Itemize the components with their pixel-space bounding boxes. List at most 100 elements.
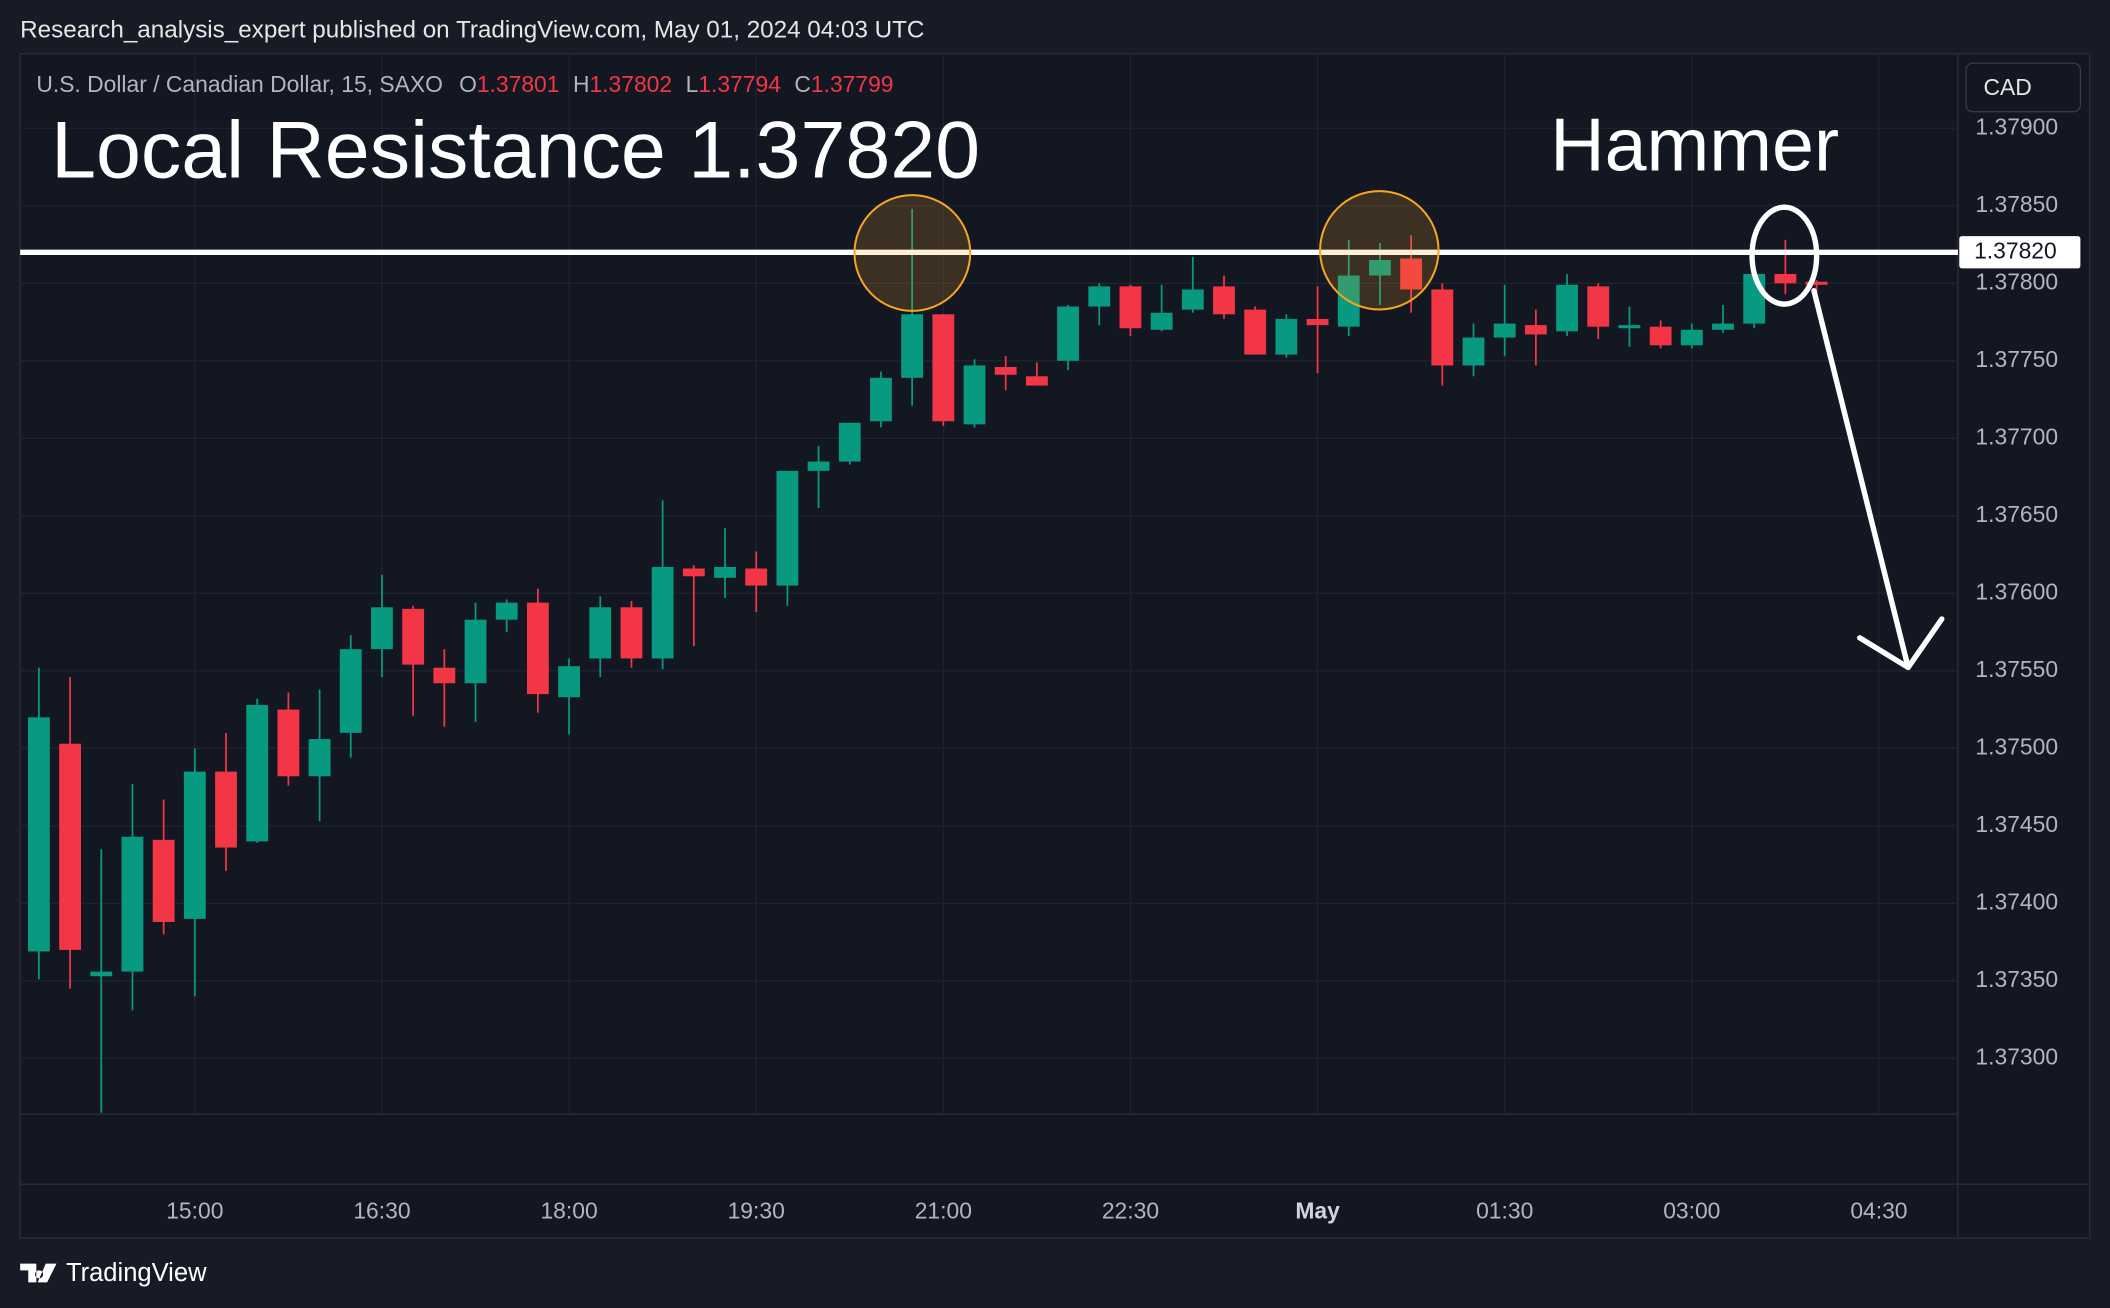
candle-body (183, 771, 206, 919)
symbol: U.S. Dollar / Canadian Dollar, 15, SAXO (36, 71, 443, 97)
candle-body (1400, 258, 1423, 290)
candle-body (90, 971, 113, 977)
candle-body (1556, 284, 1578, 332)
ohlc-label: C (794, 71, 811, 97)
highlight-circle (853, 194, 972, 312)
legend-header: U.S. Dollar / Canadian Dollar, 15, SAXO O… (36, 71, 893, 97)
candle-body (1680, 329, 1703, 346)
candle-body (1088, 286, 1111, 307)
highlight-circle (1319, 190, 1440, 311)
candle-body (714, 566, 736, 578)
candle-body (1244, 309, 1267, 355)
candle-body (308, 739, 331, 777)
candle-body (1493, 323, 1516, 338)
x-tick-label: 16:30 (353, 1197, 410, 1223)
brand-logo (20, 1263, 57, 1283)
currency-label[interactable]: CAD (1984, 74, 2032, 100)
candle-body (464, 619, 487, 684)
annotation-text: Local Resistance 1.37820 (51, 105, 980, 195)
ohlc-label: L (686, 71, 699, 97)
y-tick-label: 1.37700 (1975, 423, 2058, 449)
candle-body (1057, 306, 1079, 361)
candle-body (277, 709, 300, 777)
candle-body (870, 377, 892, 422)
x-tick-label: 01:30 (1476, 1197, 1533, 1223)
candle-body (589, 607, 612, 659)
candle-body (901, 314, 924, 378)
candle-body (1524, 325, 1547, 335)
candle-body (1150, 312, 1173, 330)
candle-body (558, 666, 580, 698)
y-tick-label: 1.37900 (1975, 113, 2058, 139)
candle-body (152, 839, 175, 922)
candle-body (371, 607, 393, 650)
candle-body (776, 470, 799, 586)
ohlc-label: H (573, 71, 590, 97)
candle-body (27, 717, 50, 952)
arrow (1811, 287, 1945, 671)
candle-body (402, 608, 425, 665)
ohlc-value: 1.37799 (811, 71, 894, 97)
candle-body (620, 607, 643, 659)
x-tick-label: 03:00 (1663, 1197, 1720, 1223)
candle-body (1462, 337, 1485, 366)
candle-body (433, 667, 456, 684)
candle-body (963, 365, 986, 425)
brand: TradingView (66, 1259, 207, 1287)
published-note: Research_analysis_expert published on Tr… (20, 16, 924, 43)
ohlc-value: 1.37802 (589, 71, 672, 97)
ohlc-label: O (459, 71, 477, 97)
x-tick-label: 15:00 (166, 1197, 223, 1223)
y-tick-label: 1.37300 (1975, 1043, 2058, 1069)
ohlc-value: 1.37794 (698, 71, 781, 97)
candle-body (745, 568, 768, 586)
candle-body (932, 314, 955, 422)
candle-body (1025, 376, 1048, 386)
candle-body (1805, 281, 1828, 285)
candle-body (807, 461, 830, 471)
y-tick-label: 1.37550 (1975, 656, 2058, 682)
y-tick-label: 1.37850 (1975, 191, 2058, 217)
currency-button[interactable] (1965, 62, 2082, 113)
candle-body (1618, 325, 1641, 329)
candle-body (1649, 326, 1672, 346)
candle-body (651, 566, 674, 659)
price-label-box (1959, 236, 2081, 269)
candle-body (1774, 273, 1797, 284)
candle-body (526, 602, 549, 695)
candle-body (1213, 286, 1235, 315)
x-tick-label: 19:30 (728, 1197, 785, 1223)
candle-body (1275, 318, 1298, 355)
y-tick-label: 1.37400 (1975, 888, 2058, 914)
candle-body (339, 649, 362, 733)
candle-body (1181, 289, 1204, 310)
hammer-circle (1749, 204, 1820, 307)
candle-body (246, 704, 269, 842)
candle-body (121, 836, 144, 972)
x-tick-label: 18:00 (540, 1197, 597, 1223)
candle-body (1431, 289, 1454, 366)
chart-panel (19, 53, 2091, 1239)
candle-body (838, 422, 861, 462)
y-tick-label: 1.37800 (1975, 268, 2058, 294)
y-tick-label: 1.37750 (1975, 346, 2058, 372)
ohlc-value: 1.37801 (477, 71, 560, 97)
candle-body (1119, 286, 1142, 329)
candle-body (994, 366, 1017, 375)
resistance-price-label: 1.37820 (1974, 237, 2057, 263)
logo-icon (20, 1263, 57, 1283)
y-tick-label: 1.37500 (1975, 733, 2058, 759)
candle-body (215, 771, 237, 848)
candle-body (1369, 260, 1391, 276)
y-tick-label: 1.37350 (1975, 966, 2058, 992)
y-tick-label: 1.37450 (1975, 811, 2058, 837)
annotation-text: Hammer (1550, 103, 1839, 187)
candle-body (682, 568, 705, 577)
y-tick-label: 1.37600 (1975, 578, 2058, 604)
x-tick-label: 21:00 (915, 1197, 972, 1223)
candle-body (59, 743, 81, 950)
drawings (853, 190, 1945, 671)
candle-body (1712, 323, 1734, 330)
